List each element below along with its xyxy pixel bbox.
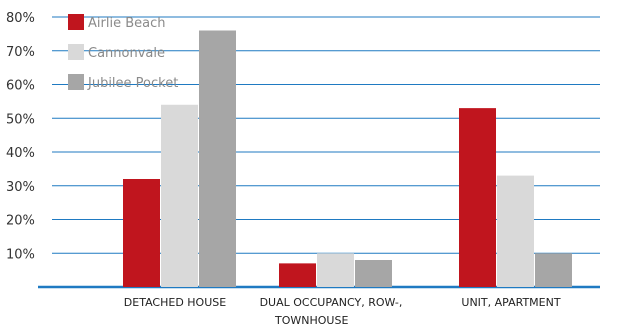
x-tick-label: DUAL OCCUPANCY, ROW-, xyxy=(260,296,403,309)
bars xyxy=(123,30,572,287)
bar xyxy=(199,30,236,287)
y-tick-label: 70% xyxy=(6,45,35,60)
legend-label: Jubilee Pocket xyxy=(87,76,178,91)
bar xyxy=(123,179,160,287)
bar xyxy=(459,108,496,287)
legend-swatch xyxy=(68,44,84,60)
bar xyxy=(535,253,572,287)
y-axis: 10% 20% 30% 40% 50% 60% 70% 80% xyxy=(6,11,35,262)
y-tick-label: 80% xyxy=(6,11,35,26)
y-tick-label: 10% xyxy=(6,247,35,262)
legend-label: Airlie Beach xyxy=(88,16,165,31)
y-tick-label: 30% xyxy=(6,180,35,195)
legend-swatch xyxy=(68,74,84,90)
y-tick-label: 50% xyxy=(6,112,35,127)
bar xyxy=(497,175,534,287)
bar xyxy=(279,263,316,287)
legend-swatch xyxy=(68,14,84,30)
x-tick-label: TOWNHOUSE xyxy=(274,314,348,327)
legend: Airlie Beach Cannonvale Jubilee Pocket xyxy=(68,14,178,91)
y-tick-label: 20% xyxy=(6,214,35,229)
x-tick-label: DETACHED HOUSE xyxy=(124,296,226,309)
y-tick-label: 40% xyxy=(6,146,35,161)
legend-label: Cannonvale xyxy=(88,46,165,61)
x-tick-label: UNIT, APARTMENT xyxy=(461,296,560,309)
bar xyxy=(161,104,198,287)
bar xyxy=(355,260,392,287)
y-tick-label: 60% xyxy=(6,79,35,94)
x-axis: DETACHED HOUSE DUAL OCCUPANCY, ROW-, TOWNH… xyxy=(124,296,561,327)
bar xyxy=(317,253,354,287)
